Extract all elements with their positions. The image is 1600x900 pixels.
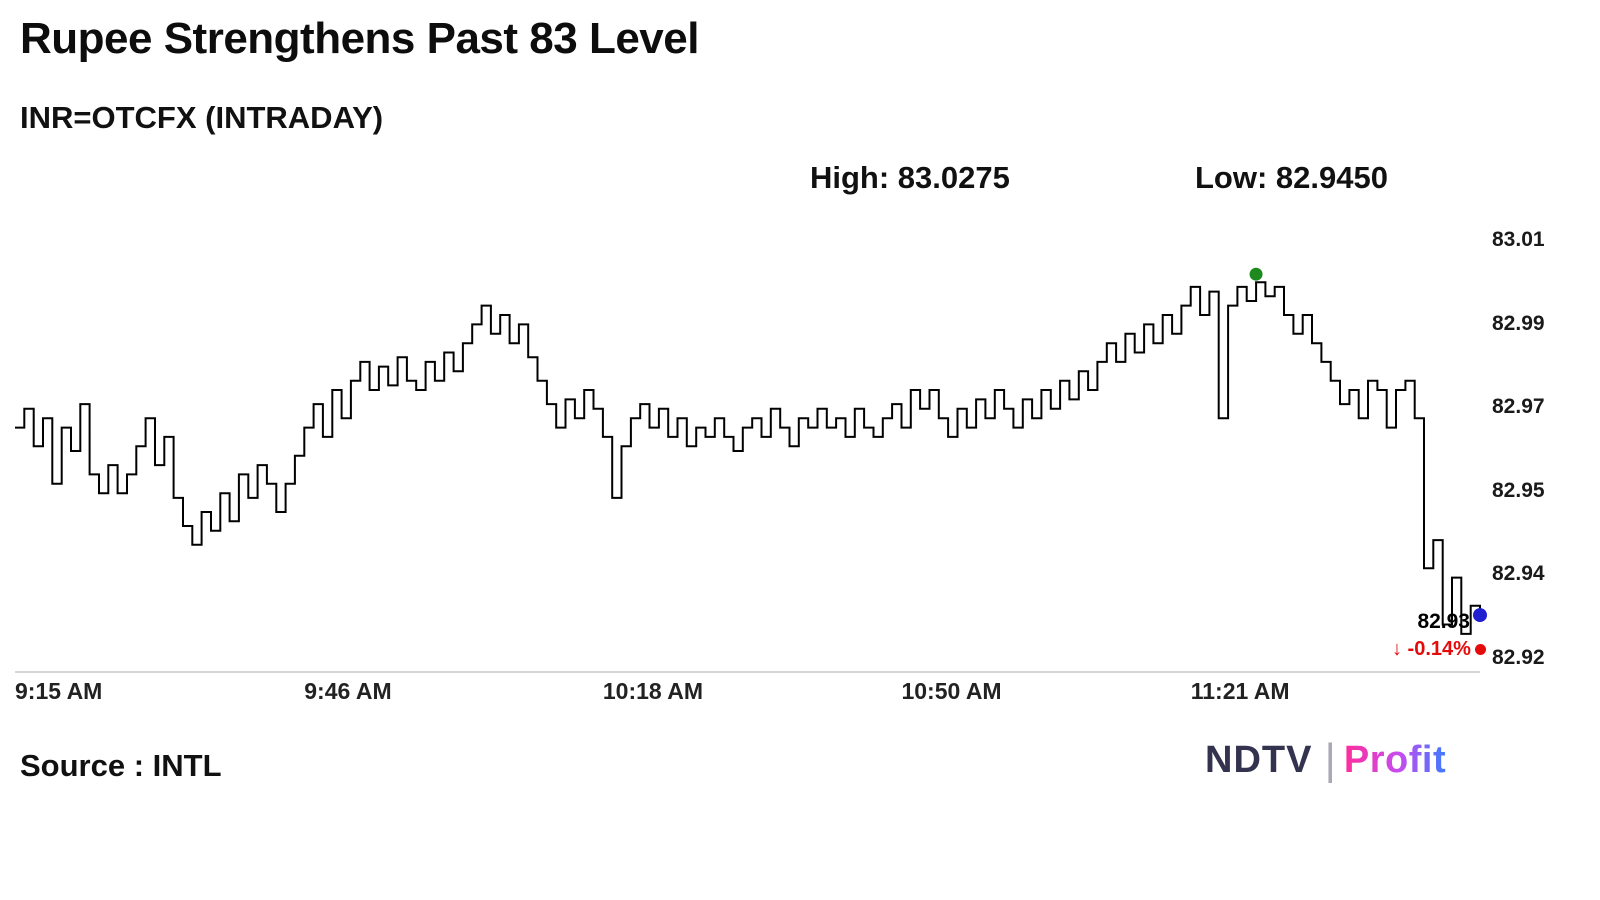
y-axis-label: 82.99 [1492, 311, 1545, 335]
y-axis-label: 83.01 [1492, 228, 1545, 251]
x-axis-label: 10:18 AM [602, 678, 703, 704]
instrument-label: INR=OTCFX (INTRADAY) [20, 100, 384, 135]
page-title: Rupee Strengthens Past 83 Level [20, 14, 699, 63]
source-label: Source : INTL [20, 748, 222, 783]
last-price-label: 82.93 [1417, 610, 1470, 633]
y-axis-label: 82.92 [1492, 646, 1545, 669]
x-axis-label: 9:46 AM [304, 678, 392, 704]
x-axis-label: 11:21 AM [1190, 678, 1290, 704]
ndtv-profit-logo: NDTV | Profit [1205, 738, 1446, 782]
high-point-dot [1249, 267, 1263, 281]
y-axis-label: 82.94 [1492, 562, 1545, 586]
x-axis-label: 10:50 AM [901, 678, 1002, 704]
change-percent-text: ↓ -0.14% [1392, 638, 1471, 660]
y-axis-label: 82.97 [1492, 395, 1545, 419]
price-line [15, 281, 1481, 635]
change-percent-label: ↓ -0.14% [1392, 638, 1486, 661]
last-point-dot [1473, 608, 1487, 623]
profit-logo-text: Profit [1343, 738, 1447, 781]
y-axis-label: 82.95 [1492, 478, 1545, 502]
ndtv-logo-text: NDTV [1205, 738, 1313, 781]
logo-separator: | [1324, 735, 1336, 784]
x-axis-label: 9:15 AM [15, 678, 103, 704]
high-value: High: 83.0275 [810, 160, 1010, 195]
low-value: Low: 82.9450 [1195, 160, 1388, 195]
red-dot-marker [1474, 644, 1486, 655]
